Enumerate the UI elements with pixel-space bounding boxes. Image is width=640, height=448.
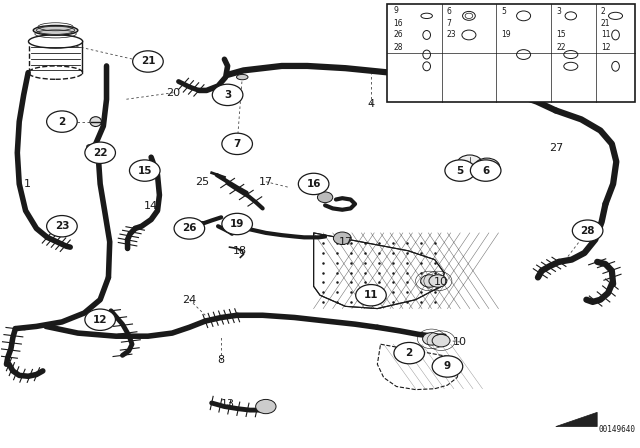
Text: 16: 16	[394, 19, 403, 28]
Polygon shape	[556, 412, 597, 426]
Circle shape	[470, 160, 501, 181]
Text: 5: 5	[501, 7, 506, 16]
Text: 22: 22	[93, 148, 108, 158]
Circle shape	[420, 275, 438, 287]
Text: 2: 2	[406, 348, 413, 358]
Circle shape	[445, 160, 476, 181]
Text: 20: 20	[166, 88, 180, 98]
Circle shape	[298, 173, 329, 194]
Text: 4: 4	[367, 99, 374, 109]
Circle shape	[474, 158, 500, 176]
Text: 19: 19	[501, 30, 511, 39]
Circle shape	[432, 334, 450, 347]
Text: 13: 13	[221, 399, 235, 409]
Text: 9: 9	[394, 6, 398, 16]
Text: 12: 12	[601, 43, 611, 52]
Circle shape	[132, 51, 163, 72]
Circle shape	[255, 400, 276, 414]
Circle shape	[47, 215, 77, 237]
Circle shape	[85, 309, 115, 331]
Ellipse shape	[33, 26, 78, 35]
Text: 3: 3	[224, 90, 231, 100]
Circle shape	[429, 275, 447, 287]
Text: 21: 21	[601, 19, 611, 28]
Circle shape	[422, 332, 440, 345]
Text: 1: 1	[24, 179, 30, 189]
Text: 17: 17	[339, 237, 353, 247]
Text: 15: 15	[556, 30, 566, 39]
Circle shape	[394, 342, 424, 364]
Text: 28: 28	[394, 43, 403, 52]
Text: 11: 11	[364, 290, 378, 300]
FancyBboxPatch shape	[87, 145, 111, 158]
Circle shape	[317, 192, 333, 202]
Text: 16: 16	[307, 179, 321, 189]
Text: 28: 28	[580, 226, 595, 236]
Text: 24: 24	[182, 295, 196, 305]
Text: 6: 6	[447, 7, 452, 16]
Circle shape	[222, 213, 252, 235]
Text: 23: 23	[447, 30, 456, 39]
Text: 22: 22	[556, 43, 566, 52]
Circle shape	[432, 356, 463, 377]
Text: 2: 2	[58, 116, 65, 127]
Ellipse shape	[90, 116, 101, 126]
Text: 25: 25	[195, 177, 209, 187]
Text: 15: 15	[138, 166, 152, 176]
Text: 17: 17	[259, 177, 273, 187]
Text: 26: 26	[394, 30, 403, 39]
Ellipse shape	[237, 74, 248, 80]
Circle shape	[303, 177, 326, 193]
Text: 7: 7	[234, 139, 241, 149]
Text: 14: 14	[144, 201, 158, 211]
Text: 19: 19	[230, 219, 244, 229]
Text: 8: 8	[218, 355, 225, 365]
Circle shape	[457, 155, 483, 173]
Text: 18: 18	[234, 246, 248, 256]
Text: 10: 10	[434, 277, 448, 287]
Circle shape	[333, 232, 351, 245]
Circle shape	[212, 84, 243, 106]
Polygon shape	[378, 344, 460, 390]
Text: 21: 21	[141, 56, 155, 66]
Circle shape	[572, 220, 603, 241]
Ellipse shape	[28, 35, 83, 48]
Circle shape	[129, 160, 160, 181]
Bar	[387, 4, 636, 102]
Circle shape	[174, 218, 205, 239]
Text: 11: 11	[601, 30, 611, 39]
Text: 23: 23	[54, 221, 69, 231]
Text: 6: 6	[482, 166, 490, 176]
Text: 10: 10	[453, 337, 467, 347]
Text: 26: 26	[182, 224, 196, 233]
Text: 2: 2	[601, 7, 605, 16]
Circle shape	[47, 111, 77, 132]
Circle shape	[85, 142, 115, 164]
Text: 5: 5	[456, 166, 464, 176]
Polygon shape	[314, 233, 444, 309]
Text: 9: 9	[444, 362, 451, 371]
Text: 3: 3	[556, 7, 561, 16]
Text: 27: 27	[548, 143, 563, 153]
Text: 00149640: 00149640	[598, 425, 636, 434]
Text: 12: 12	[93, 315, 108, 325]
Text: 7: 7	[447, 19, 452, 28]
Circle shape	[356, 284, 387, 306]
Circle shape	[222, 133, 252, 155]
